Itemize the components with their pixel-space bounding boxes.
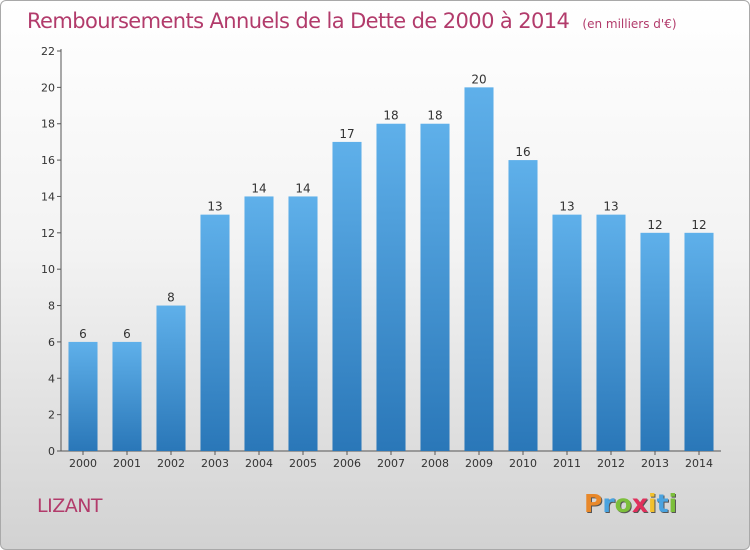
x-tick-label: 2004 (245, 457, 273, 470)
bar (596, 214, 626, 451)
bar (244, 196, 274, 451)
logo-letter: P (584, 489, 603, 518)
data-label: 13 (207, 200, 222, 214)
data-label: 17 (339, 127, 354, 141)
x-tick-label: 2012 (597, 457, 625, 470)
bar (112, 341, 142, 451)
x-tick-label: 2009 (465, 457, 493, 470)
chart-title: Remboursements Annuels de la Dette de 20… (27, 9, 570, 33)
chart-unit: (en milliers d'€) (582, 17, 677, 31)
bar (332, 141, 362, 451)
x-tick-label: 2013 (641, 457, 669, 470)
bar (684, 232, 714, 451)
bar (200, 214, 230, 451)
y-tick-label: 16 (41, 154, 55, 167)
data-label: 6 (79, 327, 87, 341)
y-tick-label: 6 (48, 336, 55, 349)
y-tick-label: 2 (48, 409, 55, 422)
data-label: 13 (559, 200, 574, 214)
logo-letter: o (614, 489, 632, 518)
x-tick-label: 2001 (113, 457, 141, 470)
logo-letter: i (648, 489, 657, 518)
data-label: 18 (427, 109, 442, 123)
x-tick-label: 2010 (509, 457, 537, 470)
x-tick-label: 2008 (421, 457, 449, 470)
data-label: 20 (471, 72, 486, 86)
bar (552, 214, 582, 451)
bar (156, 305, 186, 451)
commune-name: LIZANT (37, 495, 103, 517)
x-tick-label: 2003 (201, 457, 229, 470)
data-label: 16 (515, 145, 530, 159)
data-label: 14 (295, 181, 310, 195)
logo-letter: x (631, 489, 648, 518)
x-tick-label: 2007 (377, 457, 405, 470)
y-tick-label: 12 (41, 227, 55, 240)
bar (376, 123, 406, 452)
data-label: 18 (383, 109, 398, 123)
x-tick-label: 2006 (333, 457, 361, 470)
bar (640, 232, 670, 451)
data-label: 8 (167, 291, 175, 305)
logo-letter: r (602, 489, 615, 518)
data-label: 12 (691, 218, 706, 232)
bar (68, 341, 98, 451)
axes: 0 2 4 6 8 10 12 14 16 18 20 22 2000 2001 2002 2003 2004 2… (41, 45, 721, 470)
x-tick-label: 2014 (685, 457, 713, 470)
y-tick-label: 0 (48, 445, 55, 458)
y-tick-label: 22 (41, 45, 55, 58)
y-tick-label: 4 (48, 372, 55, 385)
bar (464, 87, 494, 451)
x-tick-label: 2011 (553, 457, 581, 470)
bars: 6 6 8 13 14 14 17 18 18 20 16 13 13 12 12 (68, 72, 714, 452)
bar (288, 196, 318, 451)
x-tick-label: 2000 (69, 457, 97, 470)
title-row: Remboursements Annuels de la Dette de 20… (27, 9, 677, 33)
y-tick-label: 10 (41, 263, 55, 276)
y-tick-label: 18 (41, 118, 55, 131)
x-tick-label: 2005 (289, 457, 317, 470)
data-label: 12 (647, 218, 662, 232)
proxiti-logo: Proxiti (584, 489, 677, 518)
data-label: 13 (603, 200, 618, 214)
logo-letter: i (668, 489, 678, 518)
x-tick-label: 2002 (157, 457, 185, 470)
y-tick-label: 20 (41, 81, 55, 94)
bar (420, 123, 450, 452)
bar (508, 160, 538, 451)
data-label: 14 (251, 181, 266, 195)
data-label: 6 (123, 327, 131, 341)
logo-letter: t (656, 489, 669, 518)
y-tick-label: 8 (48, 300, 55, 313)
y-tick-label: 14 (41, 190, 55, 203)
